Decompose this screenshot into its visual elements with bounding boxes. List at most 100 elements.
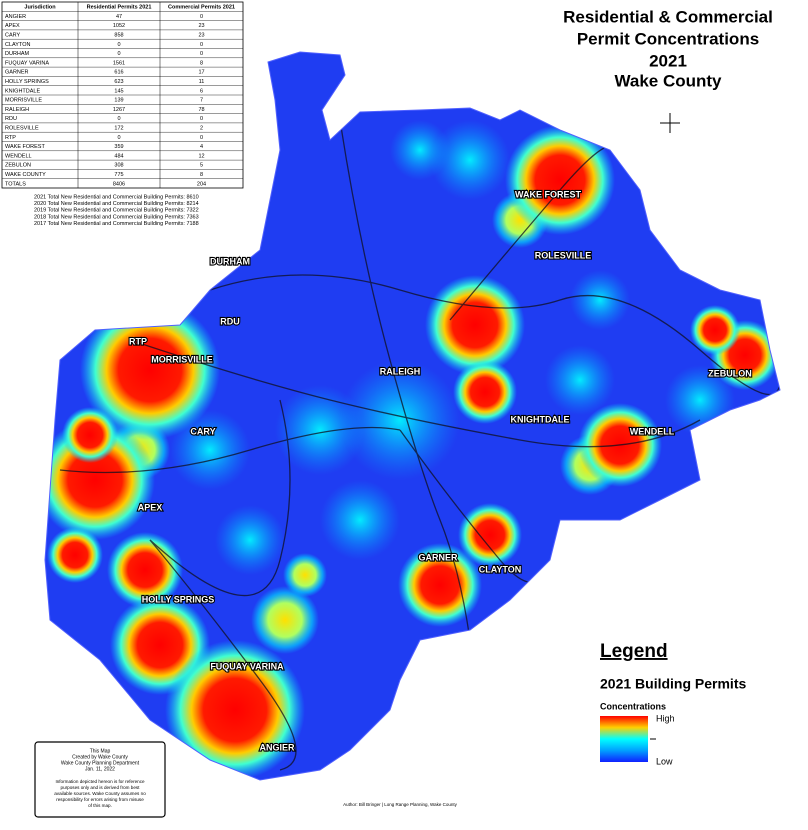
legend-low: Low (656, 756, 673, 766)
title-line: Permit Concentrations (577, 29, 759, 48)
total-line: 2019 Total New Residential and Commercia… (34, 208, 199, 214)
note-line: Created by Wake County (72, 754, 128, 760)
note-line: Jan. 11, 2022 (85, 766, 115, 772)
table-cell: 484 (114, 153, 123, 159)
table-cell: 4 (200, 144, 203, 150)
title-line: Residential & Commercial (563, 7, 773, 26)
legend-ramp (600, 716, 648, 762)
legend-subtitle: 2021 Building Permits (600, 676, 746, 692)
disclaimer-line: Information depicted hereon is for refer… (55, 779, 145, 784)
table-cell: 0 (117, 116, 120, 122)
table-cell: GARNER (5, 70, 29, 76)
place-label: DURHAM (210, 256, 250, 266)
table-cell: 23 (198, 33, 204, 39)
legend-title: Legend (600, 641, 668, 662)
table-cell: 623 (114, 79, 123, 85)
place-label: ANGIER (259, 742, 295, 752)
table-cell: 6 (200, 88, 203, 94)
table-cell: 139 (114, 98, 123, 104)
table-cell: 47 (116, 14, 122, 20)
total-line: 2018 Total New Residential and Commercia… (34, 214, 199, 220)
table-cell: HOLLY SPRINGS (5, 79, 49, 85)
title-block: Residential & Commercial Permit Concentra… (563, 7, 773, 90)
table-cell: CARY (5, 33, 21, 39)
place-label: APEX (138, 502, 163, 512)
table-cell: WAKE COUNTY (5, 172, 46, 178)
table-cell: 359 (114, 144, 123, 150)
place-label: RTP (129, 336, 147, 346)
note-line: Wake County Planning Department (61, 760, 140, 766)
disclaimer-line: available sources. Wake County assumes n… (54, 791, 146, 796)
table-header: Commercial Permits 2021 (168, 5, 235, 11)
table-cell: 1052 (113, 23, 125, 29)
place-label: GARNER (418, 552, 458, 562)
table-cell: 8 (200, 60, 203, 66)
table-cell: ROLESVILLE (5, 126, 39, 132)
table-cell: 5 (200, 163, 203, 169)
table-cell: 616 (114, 70, 123, 76)
table-header: Jurisdiction (24, 5, 56, 11)
place-label: RALEIGH (380, 366, 421, 376)
table-cell: DURHAM (5, 51, 30, 57)
table-cell: 0 (200, 51, 203, 57)
total-line: 2021 Total New Residential and Commercia… (34, 194, 199, 200)
legend: Legend 2021 Building Permits Concentrati… (600, 641, 746, 766)
place-label: KNIGHTDALE (511, 414, 570, 424)
table-cell: 17 (198, 70, 204, 76)
table-cell: 11 (199, 79, 205, 85)
table-cell: 2 (200, 126, 203, 132)
place-label: HOLLY SPRINGS (142, 594, 215, 604)
table-cell: 12 (198, 153, 204, 159)
table-cell: TOTALS (5, 181, 26, 187)
table-cell: 0 (200, 42, 203, 48)
table-cell: 204 (197, 181, 206, 187)
total-line: 2020 Total New Residential and Commercia… (34, 201, 199, 207)
table-cell: RDU (5, 116, 17, 122)
table-cell: 0 (117, 135, 120, 141)
table-cell: APEX (5, 23, 20, 29)
place-label: WAKE FOREST (515, 189, 582, 199)
table-cell: 23 (198, 23, 204, 29)
table-cell: MORRISVILLE (5, 98, 42, 104)
total-line: 2017 Total New Residential and Commercia… (34, 221, 199, 227)
table-cell: RTP (5, 135, 16, 141)
table-cell: ZEBULON (5, 163, 31, 169)
credit: Author: Bill Bringer | Long Range Planni… (343, 802, 458, 807)
table-cell: 1561 (113, 60, 125, 66)
table-cell: 8406 (113, 181, 125, 187)
table-cell: 0 (200, 135, 203, 141)
place-label: RDU (220, 316, 240, 326)
place-label: MORRISVILLE (151, 354, 213, 364)
table-cell: 8 (200, 172, 203, 178)
table-cell: 308 (114, 163, 123, 169)
table-cell: 0 (200, 116, 203, 122)
table-cell: CLAYTON (5, 42, 30, 48)
table-cell: 145 (114, 88, 123, 94)
data-table: Jurisdiction Residential Permits 2021 Comm… (1, 1, 244, 189)
table-cell: 78 (198, 107, 204, 113)
place-label: CARY (190, 426, 215, 436)
title-line: Wake County (614, 71, 722, 90)
table-cell: RALEIGH (5, 107, 29, 113)
table-cell: WENDELL (5, 153, 32, 159)
place-label: ROLESVILLE (535, 250, 592, 260)
compass (660, 113, 680, 133)
table-cell: 0 (117, 42, 120, 48)
table-cell: ANGIER (5, 14, 26, 20)
place-labels: DURHAM RDU RTP MORRISVILLE RALEIGH CARY KNIGHT… (128, 188, 753, 753)
legend-scale-title: Concentrations (600, 701, 666, 711)
permit-totals: 2021 Total New Residential and Commercia… (34, 194, 199, 226)
table-cell: 0 (200, 14, 203, 20)
place-label: CLAYTON (479, 564, 522, 574)
table-cell: FUQUAY VARINA (5, 60, 49, 66)
table-cell: 775 (114, 172, 123, 178)
legend-high: High (656, 713, 675, 723)
table-cell: 7 (200, 98, 203, 104)
table-cell: 858 (114, 33, 123, 39)
disclaimer-line: purposes only and is derived from best (61, 785, 141, 790)
table-cell: 1267 (113, 107, 125, 113)
table-cell: KNIGHTDALE (5, 88, 40, 94)
title-line: 2021 (649, 51, 687, 70)
place-label: ZEBULON (708, 368, 752, 378)
